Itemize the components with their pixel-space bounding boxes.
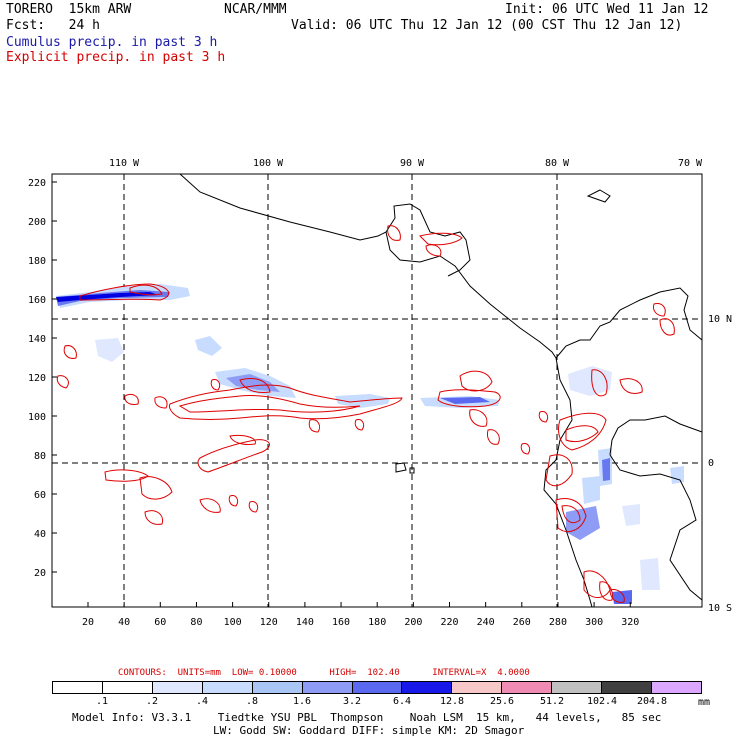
colorbar-swatch — [302, 682, 353, 693]
x-tick-label: 200 — [404, 617, 422, 628]
valid-time: Valid: 06 UTC Thu 12 Jan 12 (00 CST Thu … — [291, 18, 683, 33]
y-tick-label: 220 — [28, 178, 46, 189]
colorbar-swatch — [53, 682, 103, 693]
colorbar — [52, 681, 702, 694]
cumulus-precip-shading — [56, 284, 684, 604]
y-tick-label: 20 — [34, 568, 46, 579]
organization: NCAR/MMM — [224, 2, 287, 17]
lat-label: 10 N — [708, 314, 732, 325]
explicit-precip-label: Explicit precip. in past 3 h — [6, 50, 226, 65]
lat-label: 0 — [708, 458, 714, 469]
y-tick-label: 60 — [34, 490, 46, 501]
colorbar-label: .4 — [195, 696, 209, 707]
lon-label: 80 W — [545, 158, 570, 169]
colorbar-swatch — [502, 682, 553, 693]
init-time: Init: 06 UTC Wed 11 Jan 12 — [505, 2, 709, 17]
y-tick-label: 200 — [28, 217, 46, 228]
x-tick-label: 120 — [260, 617, 278, 628]
lat-lon-grid — [52, 174, 702, 607]
x-tick-label: 140 — [296, 617, 314, 628]
colorbar-label: .2 — [145, 696, 159, 707]
coastlines — [179, 173, 703, 608]
x-tick-label: 300 — [585, 617, 603, 628]
colorbar-label: 25.6 — [489, 696, 515, 707]
physics-info: LW: Godd SW: Goddard DIFF: simple KM: 2D… — [213, 724, 525, 737]
colorbar-swatch — [552, 682, 603, 693]
x-tick-label: 40 — [118, 617, 130, 628]
y-tick-label: 40 — [34, 529, 46, 540]
x-tick-label: 180 — [368, 617, 386, 628]
x-tick-label: 320 — [621, 617, 639, 628]
x-tick-label: 60 — [154, 617, 166, 628]
lon-label: 100 W — [253, 158, 284, 169]
colorbar-label: 204.8 — [636, 696, 668, 707]
y-tick-label: 140 — [28, 334, 46, 345]
colorbar-swatch — [652, 682, 701, 693]
y-tick-label: 80 — [34, 451, 46, 462]
x-tick-label: 280 — [549, 617, 567, 628]
lat-label: 10 S — [708, 603, 732, 614]
y-tick-label: 180 — [28, 256, 46, 267]
model-info: Model Info: V3.3.1 Tiedtke YSU PBL Thomp… — [72, 711, 662, 724]
lon-label: 110 W — [109, 158, 140, 169]
colorbar-label: 1.6 — [292, 696, 312, 707]
colorbar-swatch — [152, 682, 203, 693]
colorbar-swatch — [252, 682, 303, 693]
x-tick-label: 260 — [513, 617, 531, 628]
colorbar-swatch — [102, 682, 153, 693]
colorbar-label: 6.4 — [392, 696, 412, 707]
colorbar-label: 102.4 — [586, 696, 618, 707]
explicit-precip-contours — [56, 225, 675, 603]
contour-info: CONTOURS: UNITS=mm LOW= 0.10000 HIGH= 10… — [118, 668, 530, 678]
lon-label: 90 W — [400, 158, 425, 169]
x-tick-label: 20 — [82, 617, 94, 628]
colorbar-swatch — [402, 682, 453, 693]
x-tick-label: 80 — [190, 617, 202, 628]
x-tick-label: 220 — [440, 617, 458, 628]
colorbar-unit: mm — [698, 697, 711, 708]
colorbar-label: 3.2 — [342, 696, 362, 707]
x-tick-label: 100 — [224, 617, 242, 628]
x-tick-label: 160 — [332, 617, 350, 628]
colorbar-swatch — [452, 682, 503, 693]
model-name: TORERO 15km ARW — [6, 2, 132, 17]
colorbar-label: .1 — [95, 696, 109, 707]
colorbar-swatch — [602, 682, 653, 693]
colorbar-label: 12.8 — [439, 696, 465, 707]
colorbar-label: .8 — [245, 696, 259, 707]
x-tick-label: 240 — [477, 617, 495, 628]
y-tick-label: 120 — [28, 373, 46, 384]
lon-label: 70 W — [678, 158, 703, 169]
colorbar-label: 51.2 — [539, 696, 565, 707]
forecast-hour: Fcst: 24 h — [6, 18, 100, 33]
colorbar-swatch — [352, 682, 403, 693]
cumulus-precip-label: Cumulus precip. in past 3 h — [6, 35, 218, 50]
y-tick-label: 160 — [28, 295, 46, 306]
y-tick-label: 100 — [28, 412, 46, 423]
colorbar-swatch — [202, 682, 253, 693]
